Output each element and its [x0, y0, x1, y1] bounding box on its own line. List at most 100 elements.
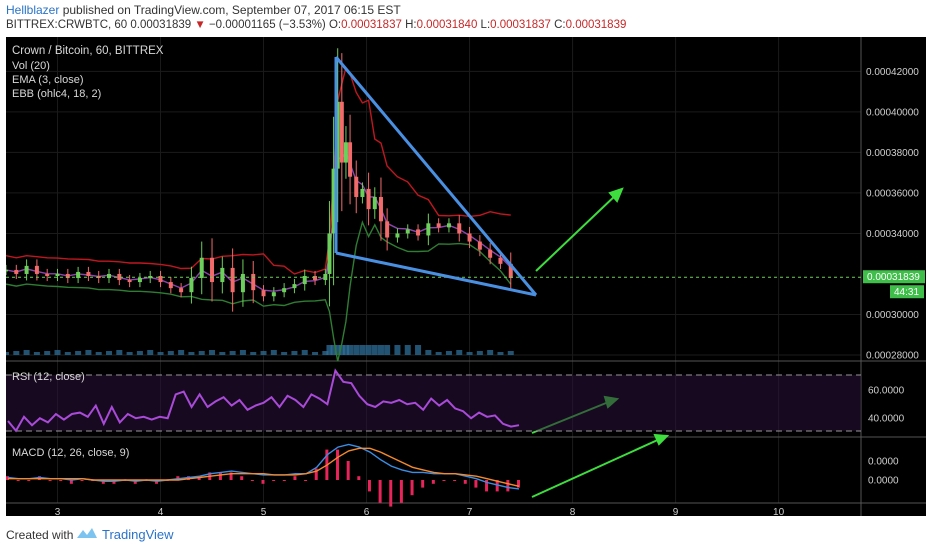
macd-hist-bar: [218, 472, 222, 480]
close-value: 0.00031839: [565, 19, 627, 31]
rsi-tick-label: 40.0000: [868, 414, 905, 425]
indicator-legend: Crown / Bitcoin, 60, BITTREX Vol (20) EM…: [12, 45, 164, 459]
macd-hist-bar: [442, 480, 446, 481]
candle-body: [343, 142, 348, 163]
volume-bar: [342, 345, 349, 355]
low-value: 0.00031837: [490, 19, 551, 31]
low-label: L:: [480, 19, 491, 31]
candle-body: [240, 273, 245, 293]
price-axis: 0.00042000 0.00040000 0.00038000 0.00036000…: [866, 67, 919, 362]
candle-body: [488, 249, 493, 258]
chart-header: Hellblazer published on TradingView.com,…: [0, 0, 932, 36]
wedge-lower-trendline[interactable]: [335, 251, 537, 297]
volume-bar: [330, 345, 337, 355]
candle-body: [498, 257, 503, 264]
volume-bar: [347, 345, 354, 355]
legend-ema[interactable]: EMA (3, close): [12, 74, 84, 86]
high-value: 0.00031840: [416, 19, 478, 31]
publish-info: Hellblazer published on TradingView.com,…: [6, 3, 401, 17]
rsi-axis: 60.0000 40.0000: [868, 386, 905, 425]
candle-body: [189, 278, 194, 293]
macd-hist-bar: [314, 468, 318, 480]
macd-hist-bar: [16, 480, 20, 481]
symbol-name: BITTREX:CRWBTC, 60: [6, 19, 128, 31]
symbol-info: BITTREX:CRWBTC, 60 0.00031839 ▼ −0.00001…: [6, 19, 626, 31]
macd-hist-bar: [389, 480, 393, 507]
volume-bar: [33, 352, 40, 355]
falling-wedge-drawing[interactable]: [334, 56, 538, 297]
volume-bar: [322, 351, 329, 355]
candle-body: [45, 273, 50, 276]
candles: [4, 48, 513, 312]
candle-body: [168, 282, 173, 289]
bullish-arrows[interactable]: [531, 187, 670, 498]
last-price: 0.00031839: [130, 19, 192, 31]
volume-bar: [487, 350, 494, 355]
candle-body: [426, 223, 431, 236]
candle-body: [86, 271, 91, 276]
candle-body: [327, 233, 332, 274]
candle-body: [446, 223, 451, 228]
volume-bar: [466, 352, 473, 355]
volume-bar: [147, 350, 154, 355]
volume-bar: [136, 351, 143, 355]
legend-volume[interactable]: Vol (20): [12, 60, 50, 72]
volume-bar: [371, 345, 378, 355]
macd-hist-bar: [6, 476, 9, 480]
price-tick-label: 0.00040000: [866, 107, 919, 118]
volume-bar: [365, 345, 372, 355]
legend-title[interactable]: Crown / Bitcoin, 60, BITTREX: [12, 45, 164, 57]
candle-body: [378, 196, 383, 222]
legend-macd[interactable]: MACD (12, 26, close, 9): [12, 447, 129, 459]
time-tick-label: 5: [261, 507, 267, 516]
volume-bar: [338, 345, 345, 355]
macd-arrow-line[interactable]: [531, 437, 663, 498]
bar-countdown-text: 44:31: [894, 287, 919, 298]
volume-bars: [3, 345, 514, 355]
macd-hist-bar: [27, 480, 31, 481]
macd-hist-bar: [399, 480, 403, 503]
candle-body: [360, 188, 365, 197]
macd-hist-bar: [282, 480, 286, 481]
high-label: H:: [405, 19, 417, 31]
volume-bar: [239, 350, 246, 355]
chart-canvas[interactable]: 0.00042000 0.00040000 0.00038000 0.00036000…: [3, 37, 926, 518]
legend-rsi[interactable]: RSI (12, close): [12, 371, 85, 383]
chart-area[interactable]: 0.00042000 0.00040000 0.00038000 0.00036000…: [3, 37, 926, 518]
volume-bar: [64, 352, 71, 355]
macd-hist-bar: [410, 480, 414, 496]
author-link[interactable]: Hellblazer: [6, 3, 60, 17]
rsi-tick-label: 60.0000: [868, 386, 905, 397]
candle-body: [292, 284, 297, 289]
bar-countdown-tag: [890, 285, 924, 299]
candle-body: [282, 288, 287, 293]
volume-bar: [445, 351, 452, 355]
price-arrow-head-icon: [608, 187, 624, 203]
tradingview-link[interactable]: TradingView: [102, 527, 174, 542]
volume-bar: [435, 352, 442, 355]
wedge-upper-trendline[interactable]: [334, 56, 538, 296]
price-tick-label: 0.00030000: [866, 310, 919, 321]
macd-hist-bar: [240, 476, 244, 480]
macd-hist-bar: [421, 480, 425, 488]
macd-tick-label: 0.0000: [868, 457, 899, 468]
candle-body: [55, 273, 60, 276]
volume-bar: [384, 345, 391, 355]
price-arrow-line[interactable]: [535, 192, 619, 272]
volume-bar: [326, 345, 333, 355]
volume-bar: [219, 352, 226, 355]
candle-body: [366, 188, 371, 210]
candle-body: [348, 142, 353, 177]
volume-bar: [95, 352, 102, 355]
candle-body: [76, 271, 81, 279]
macd-hist-bar: [336, 449, 340, 480]
bb-upper-line: [5, 66, 511, 275]
volume-bar: [281, 352, 288, 355]
candle-body: [251, 273, 256, 291]
macd-hist-bar: [293, 476, 297, 480]
tradingview-logo-icon: [77, 528, 97, 538]
candle-body: [467, 233, 472, 242]
macd-hist-bar: [80, 480, 84, 481]
legend-ebb[interactable]: EBB (ohlc4, 18, 2): [12, 88, 101, 100]
candle-body: [436, 223, 441, 228]
